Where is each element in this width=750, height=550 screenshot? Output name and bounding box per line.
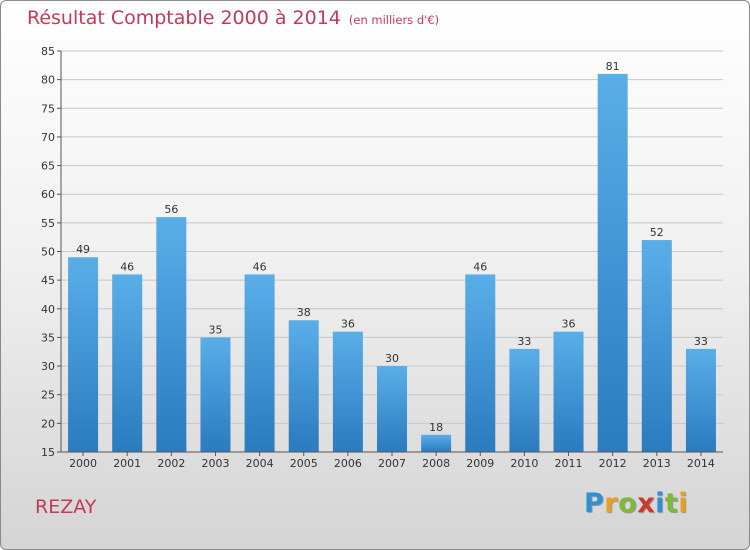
y-tick-label: 75	[41, 102, 55, 115]
x-tick-label: 2014	[687, 457, 715, 470]
y-tick-label: 60	[41, 188, 55, 201]
value-label: 56	[164, 203, 178, 216]
bar-2005	[288, 320, 319, 452]
y-tick-label: 40	[41, 303, 55, 316]
value-label: 49	[76, 243, 90, 256]
chart-title: Résultat Comptable 2000 à 2014 (en millie…	[27, 7, 439, 29]
bar-2007	[377, 366, 407, 452]
logo-letter: P	[584, 488, 605, 519]
y-tick-label: 70	[41, 131, 55, 144]
x-tick-label: 2011	[555, 457, 583, 470]
logo-letter: i	[678, 488, 689, 519]
x-tick-label: 2010	[510, 457, 538, 470]
bar-2004	[244, 274, 275, 452]
value-label: 81	[606, 60, 620, 73]
title-unit: (en milliers d'€)	[348, 13, 440, 27]
bar-2010	[509, 348, 540, 452]
y-tick-label: 35	[41, 331, 55, 344]
value-label: 33	[517, 335, 531, 348]
bar-2006	[332, 331, 363, 452]
bar-2003	[200, 337, 231, 452]
logo-letter: t	[664, 488, 679, 519]
x-tick-label: 2007	[378, 457, 406, 470]
x-tick-label: 2003	[201, 457, 229, 470]
value-label: 46	[253, 260, 267, 273]
commune-name: REZAY	[35, 496, 97, 518]
proxiti-logo[interactable]: Proxiti	[584, 488, 688, 519]
bar-2014	[685, 348, 716, 452]
bar-2013	[641, 240, 672, 452]
bar-2009	[465, 274, 496, 452]
x-tick-label: 2002	[157, 457, 185, 470]
value-label: 33	[694, 335, 708, 348]
y-tick-label: 55	[41, 217, 55, 230]
value-label: 36	[341, 318, 355, 331]
y-tick-label: 30	[41, 360, 55, 373]
y-tick-label: 85	[41, 45, 55, 58]
x-tick-label: 2000	[69, 457, 97, 470]
y-tick-label: 80	[41, 74, 55, 87]
logo-letter: r	[604, 488, 619, 519]
bars: 49 46 56 35 46 38 36 30 18 46 33 36 81 52 33	[68, 60, 716, 453]
bar-2008	[421, 434, 452, 452]
y-tick-label: 65	[41, 160, 55, 173]
bar-2000	[68, 257, 99, 452]
bar-2011	[553, 331, 584, 452]
title-main: Résultat Comptable 2000 à 2014	[27, 7, 341, 29]
value-label: 38	[297, 306, 311, 319]
bar-2001	[112, 274, 143, 452]
x-tick-label: 2012	[599, 457, 627, 470]
value-label: 46	[473, 260, 487, 273]
bar-2002	[156, 217, 187, 452]
x-tick-label: 2009	[466, 457, 494, 470]
y-tick-label: 20	[41, 417, 55, 430]
value-label: 46	[120, 260, 134, 273]
axes: 15 20 25 30 35 40 45 50 55 60 65 70 75 80 85 2000 2001 20…	[41, 45, 723, 470]
x-tick-label: 2004	[246, 457, 274, 470]
value-label: 52	[650, 226, 664, 239]
x-tick-label: 2005	[290, 457, 318, 470]
value-label: 36	[562, 318, 576, 331]
y-tick-label: 50	[41, 246, 55, 259]
logo-letter: i	[655, 488, 665, 519]
x-tick-label: 2001	[113, 457, 141, 470]
y-tick-label: 45	[41, 274, 55, 287]
x-tick-label: 2013	[643, 457, 671, 470]
value-label: 18	[429, 421, 443, 434]
x-tick-label: 2008	[422, 457, 450, 470]
bar-2012	[597, 73, 628, 453]
x-tick-label: 2006	[334, 457, 362, 470]
y-tick-label: 25	[41, 389, 55, 402]
value-label: 35	[208, 323, 222, 336]
y-tick-label: 15	[41, 446, 55, 459]
logo-letter: o	[618, 488, 638, 519]
value-label: 30	[385, 352, 399, 365]
logo-letter: x	[637, 488, 656, 519]
